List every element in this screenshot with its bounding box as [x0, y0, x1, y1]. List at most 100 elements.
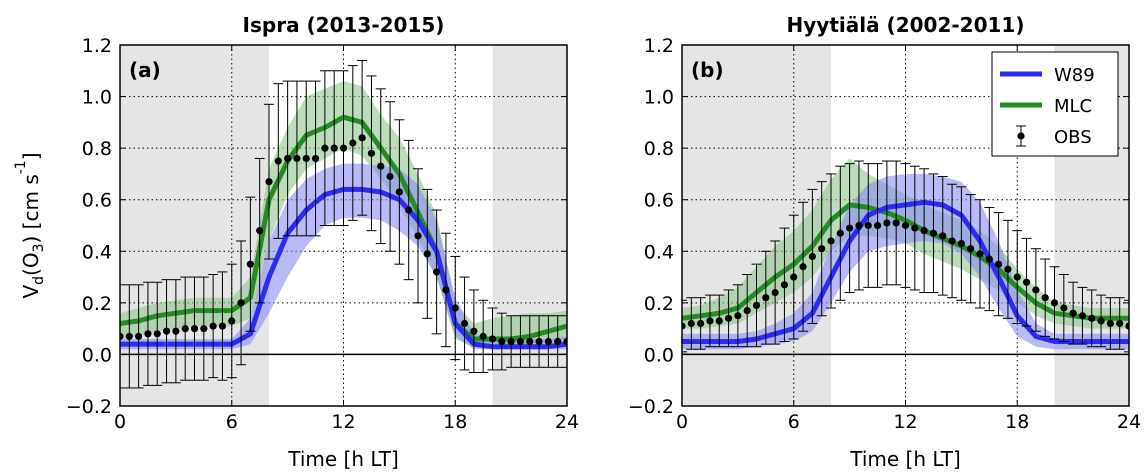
- obs-errorbar: [338, 70, 349, 226]
- obs-errorbar: [937, 176, 948, 296]
- obs-errorbar: [413, 168, 423, 304]
- obs-errorbar: [1086, 289, 1097, 348]
- obs-errorbar: [742, 273, 753, 348]
- obs-point: [967, 245, 975, 253]
- obs-point: [162, 327, 171, 335]
- obs-errorbar: [1068, 281, 1079, 345]
- obs-errorbar: [1021, 237, 1032, 327]
- obs-errorbar: [1077, 286, 1088, 345]
- obs-point: [246, 260, 254, 268]
- x-tick-label: 12: [331, 411, 355, 433]
- obs-point: [414, 232, 422, 240]
- obs-errorbar: [273, 83, 284, 239]
- obs-point: [1106, 319, 1114, 328]
- obs-errorbar: [310, 80, 321, 237]
- obs-errorbar: [826, 173, 836, 309]
- obs-point: [507, 337, 515, 346]
- obs-errorbar: [714, 294, 725, 348]
- obs-errorbar: [863, 163, 874, 288]
- obs-errorbar: [853, 160, 864, 291]
- x-tick-label: 0: [676, 411, 688, 433]
- obs-point: [873, 221, 882, 230]
- obs-point: [209, 322, 217, 330]
- obs-point: [181, 325, 189, 333]
- y-tick-label: 1.2: [82, 35, 112, 57]
- obs-point: [1088, 314, 1096, 322]
- obs-errorbar: [254, 157, 265, 304]
- plot-area: [682, 45, 1129, 406]
- obs-point: [544, 337, 552, 346]
- obs-errorbar: [732, 284, 743, 348]
- obs-point: [734, 312, 742, 320]
- obs-point: [470, 327, 478, 335]
- obs-point: [367, 149, 376, 157]
- obs-errorbar: [226, 263, 237, 379]
- obs-point: [228, 317, 236, 325]
- obs-point: [995, 260, 1003, 268]
- obs-errorbar: [450, 255, 461, 361]
- obs-point: [554, 337, 562, 346]
- obs-point: [190, 325, 199, 333]
- obs-errorbar: [487, 307, 498, 371]
- obs-point: [330, 144, 338, 152]
- y-axis-label-part: 3: [31, 243, 47, 252]
- panel-0: 0 6 12 18 24 −0.2 0.0 0.2 0.4 0.6 0.8 1.0 1.2 Ispra (…: [13, 13, 579, 471]
- x-axis-label: Time [h LT]: [849, 447, 961, 471]
- obs-point: [1050, 299, 1059, 307]
- obs-point: [762, 294, 770, 302]
- legend-obs-point: [1017, 132, 1025, 140]
- obs-point: [321, 144, 329, 152]
- obs-errorbar: [506, 315, 517, 368]
- obs-point: [284, 154, 292, 163]
- obs-errorbar: [282, 80, 293, 237]
- obs-errorbar: [124, 284, 135, 389]
- y-tick-label: −0.2: [66, 396, 112, 418]
- obs-errorbar: [515, 315, 526, 368]
- obs-errorbar: [965, 194, 976, 304]
- obs-errorbar: [1002, 219, 1013, 319]
- obs-point: [901, 221, 910, 230]
- y-tick-label: 0.6: [82, 190, 112, 212]
- y-axis-label-part: ]: [19, 152, 43, 160]
- obs-point: [818, 245, 826, 253]
- obs-point: [311, 154, 320, 163]
- obs-point: [516, 337, 525, 346]
- obs-errorbar: [133, 284, 144, 389]
- obs-errorbar: [180, 276, 191, 381]
- obs-point: [1004, 265, 1012, 273]
- obs-errorbar: [524, 315, 535, 368]
- obs-errorbar: [496, 312, 507, 371]
- obs-errorbar: [909, 165, 920, 291]
- obs-point: [339, 144, 348, 152]
- obs-point: [1116, 319, 1124, 328]
- obs-point: [218, 322, 227, 330]
- obs-errorbar: [682, 299, 687, 353]
- obs-errorbar: [394, 119, 405, 265]
- obs-errorbar: [1124, 299, 1129, 353]
- obs-errorbar: [947, 183, 958, 299]
- obs-errorbar: [760, 250, 771, 345]
- obs-errorbar: [798, 201, 809, 332]
- obs-point: [144, 330, 152, 338]
- obs-errorbar: [975, 199, 985, 309]
- obs-point: [526, 337, 534, 346]
- plot-area: [120, 45, 567, 406]
- obs-point: [836, 229, 844, 237]
- obs-errorbar: [440, 232, 451, 348]
- obs-point: [1097, 317, 1105, 325]
- obs-errorbar: [291, 80, 302, 237]
- obs-point: [293, 154, 301, 163]
- obs-errorbar: [543, 315, 554, 368]
- obs-point: [358, 134, 366, 142]
- obs-errorbar: [881, 160, 892, 286]
- panel-label: (b): [691, 58, 724, 82]
- obs-errorbar: [198, 276, 209, 381]
- obs-errorbar: [189, 276, 200, 381]
- y-tick-label: 0.0: [644, 344, 674, 366]
- obs-point: [780, 281, 789, 289]
- obs-point: [687, 319, 695, 328]
- obs-point: [724, 314, 733, 322]
- obs-errorbar: [1096, 294, 1107, 348]
- obs-point: [153, 330, 161, 338]
- y-tick-label: 1.0: [644, 87, 674, 109]
